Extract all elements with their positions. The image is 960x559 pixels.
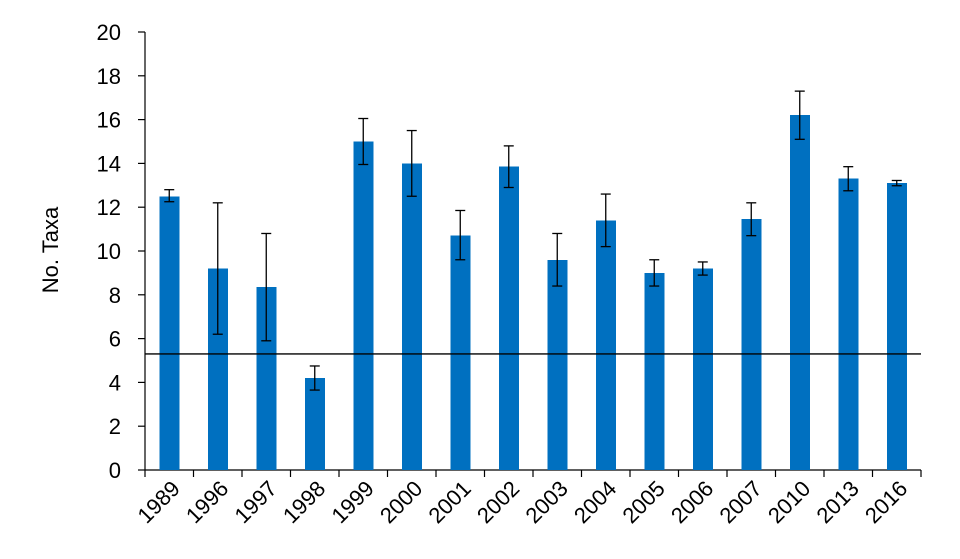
y-tick-label: 6: [109, 327, 121, 352]
bar: [353, 141, 374, 470]
y-tick-label: 0: [109, 458, 121, 483]
y-axis: 0 2 4 6 8 10 12 14 16 18 20: [97, 20, 146, 483]
x-tick-label: 2010: [763, 476, 815, 528]
bar: [159, 196, 180, 470]
bar: [886, 183, 907, 471]
error-bar: [843, 166, 854, 192]
error-bar: [212, 202, 223, 335]
x-tick-label: 2000: [375, 476, 427, 528]
bar: [595, 220, 616, 470]
error-bar: [649, 259, 660, 287]
bar: [498, 166, 519, 470]
y-tick-label: 10: [97, 239, 121, 264]
x-tick-label: 1998: [278, 476, 330, 528]
error-bar: [794, 90, 805, 140]
x-tick-label: 1996: [181, 476, 233, 528]
x-tick-label: 2005: [617, 476, 669, 528]
y-tick-label: 20: [97, 20, 121, 45]
y-tick-label: 12: [97, 195, 121, 220]
x-tick-label: 2002: [472, 476, 524, 528]
y-tick-label: 14: [97, 151, 121, 176]
x-tick-label: 2003: [520, 476, 572, 528]
bar: [304, 378, 325, 470]
error-bar: [503, 145, 514, 189]
y-tick-label: 8: [109, 283, 121, 308]
bar: [789, 115, 810, 470]
error-bar: [358, 117, 369, 166]
bar: [207, 268, 228, 470]
error-bar: [552, 232, 563, 287]
bar: [547, 259, 568, 470]
y-tick-label: 16: [97, 108, 121, 133]
error-bar: [600, 193, 611, 248]
error-bar: [455, 209, 466, 261]
error-bar: [697, 261, 708, 276]
bar: [401, 163, 422, 470]
bar: [256, 287, 277, 470]
y-tick-label: 4: [109, 370, 121, 395]
bar: [450, 235, 471, 470]
x-tick-label: 1999: [326, 476, 378, 528]
bar: [838, 178, 859, 471]
error-bar: [891, 179, 902, 187]
error-bar: [406, 129, 417, 197]
bar: [644, 272, 665, 470]
error-bar: [746, 202, 757, 237]
error-bar: [164, 189, 175, 203]
x-tick-label: 2006: [666, 476, 718, 528]
error-bars: [164, 90, 902, 391]
bars: [159, 115, 907, 471]
x-tick-label: 2004: [569, 476, 621, 528]
bar: [741, 219, 762, 470]
y-tick-label: 18: [97, 64, 121, 89]
y-axis-label: No. Taxa: [38, 206, 63, 293]
y-tick-label: 2: [109, 414, 121, 439]
x-axis: 1989199619971998199920002001200220032004…: [132, 469, 922, 528]
bar: [692, 268, 713, 470]
x-tick-label: 2001: [423, 476, 475, 528]
x-tick-label: 2013: [811, 476, 863, 528]
error-bar: [261, 232, 272, 342]
x-tick-label: 2007: [714, 476, 766, 528]
x-tick-label: 1997: [229, 476, 281, 528]
x-tick-label: 1989: [132, 476, 184, 528]
error-bar: [309, 365, 320, 391]
x-tick-label: 2016: [860, 476, 912, 528]
